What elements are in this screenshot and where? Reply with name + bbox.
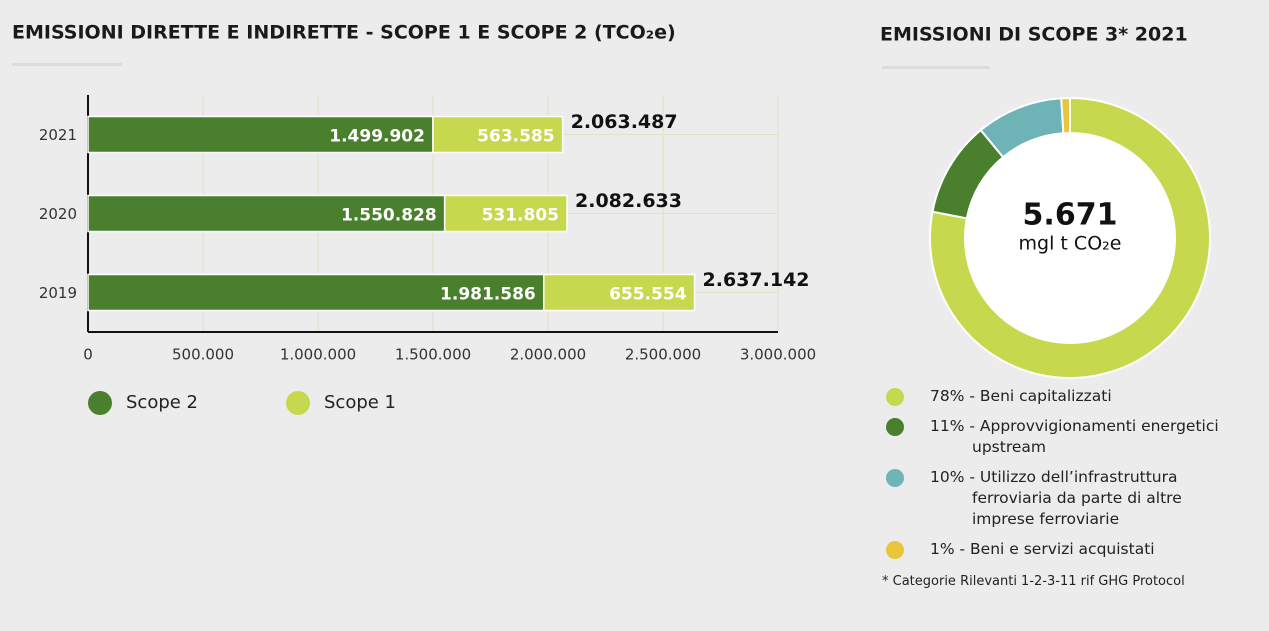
- center-unit: mgl t CO₂e: [1019, 233, 1122, 255]
- value-label: 1.981.586: [440, 285, 536, 305]
- bar: [87, 273, 545, 312]
- x-tick-label: 3.000.000: [740, 346, 816, 364]
- legend-swatch: [886, 469, 904, 487]
- value-label: 655.554: [609, 285, 687, 305]
- center-value: 5.671: [1023, 198, 1118, 233]
- legend-swatch: [88, 391, 112, 415]
- legend-item: 78% - Beni capitalizzati: [886, 386, 1246, 407]
- chart-title: EMISSIONI DI SCOPE 3* 2021: [880, 24, 1188, 46]
- value-label: 1.550.828: [341, 206, 437, 226]
- legend-swatch: [286, 391, 310, 415]
- legend-label: 11% - Approvvigionamenti energetici upst…: [930, 417, 1219, 456]
- total-label: 2.637.142: [703, 269, 810, 291]
- legend-label: 78% - Beni capitalizzati: [930, 387, 1112, 405]
- legend-swatch: [886, 388, 904, 406]
- bar: [543, 273, 696, 312]
- title-rule: [882, 66, 990, 69]
- x-tick-label: 2.000.000: [510, 346, 586, 364]
- legend-label: Scope 1: [324, 392, 396, 413]
- donut-hole: [965, 133, 1175, 343]
- total-label: 2.063.487: [571, 111, 678, 133]
- title-rule: [12, 63, 122, 66]
- legend-label: 10% - Utilizzo dell’infrastruttura ferro…: [930, 468, 1182, 528]
- chart-title: EMISSIONI DIRETTE E INDIRETTE - SCOPE 1 …: [12, 22, 676, 44]
- legend-label: Scope 2: [126, 392, 198, 413]
- footnote: * Categorie Rilevanti 1-2-3-11 rif GHG P…: [882, 574, 1185, 589]
- y-tick-label: 2019: [39, 284, 77, 302]
- value-label: 563.585: [477, 127, 554, 147]
- bar: [87, 115, 434, 154]
- bar: [432, 115, 564, 154]
- total-label: 2.082.633: [575, 190, 682, 212]
- donut-slice: [1060, 96, 1071, 135]
- y-tick-label: 2021: [39, 126, 77, 144]
- legend-swatch: [886, 418, 904, 436]
- legend: 78% - Beni capitalizzati 11% - Approvvigi…: [882, 386, 1246, 589]
- x-tick-label: 1.000.000: [280, 346, 356, 364]
- value-label: 531.805: [482, 206, 559, 226]
- x-tick-label: 500.000: [172, 346, 234, 364]
- legend-item: 11% - Approvvigionamenti energetici upst…: [886, 416, 1246, 458]
- value-label: 1.499.902: [329, 127, 425, 147]
- x-tick-label: 2.500.000: [625, 346, 701, 364]
- legend-swatch: [886, 541, 904, 559]
- x-tick-label: 0: [83, 346, 93, 364]
- y-tick-label: 2020: [39, 205, 77, 223]
- bar: [443, 194, 568, 233]
- legend-item: 10% - Utilizzo dell’infrastruttura ferro…: [886, 467, 1246, 530]
- legend-item: 1% - Beni e servizi acquistati: [886, 539, 1246, 560]
- legend-label: 1% - Beni e servizi acquistati: [930, 540, 1155, 558]
- x-tick-label: 1.500.000: [395, 346, 471, 364]
